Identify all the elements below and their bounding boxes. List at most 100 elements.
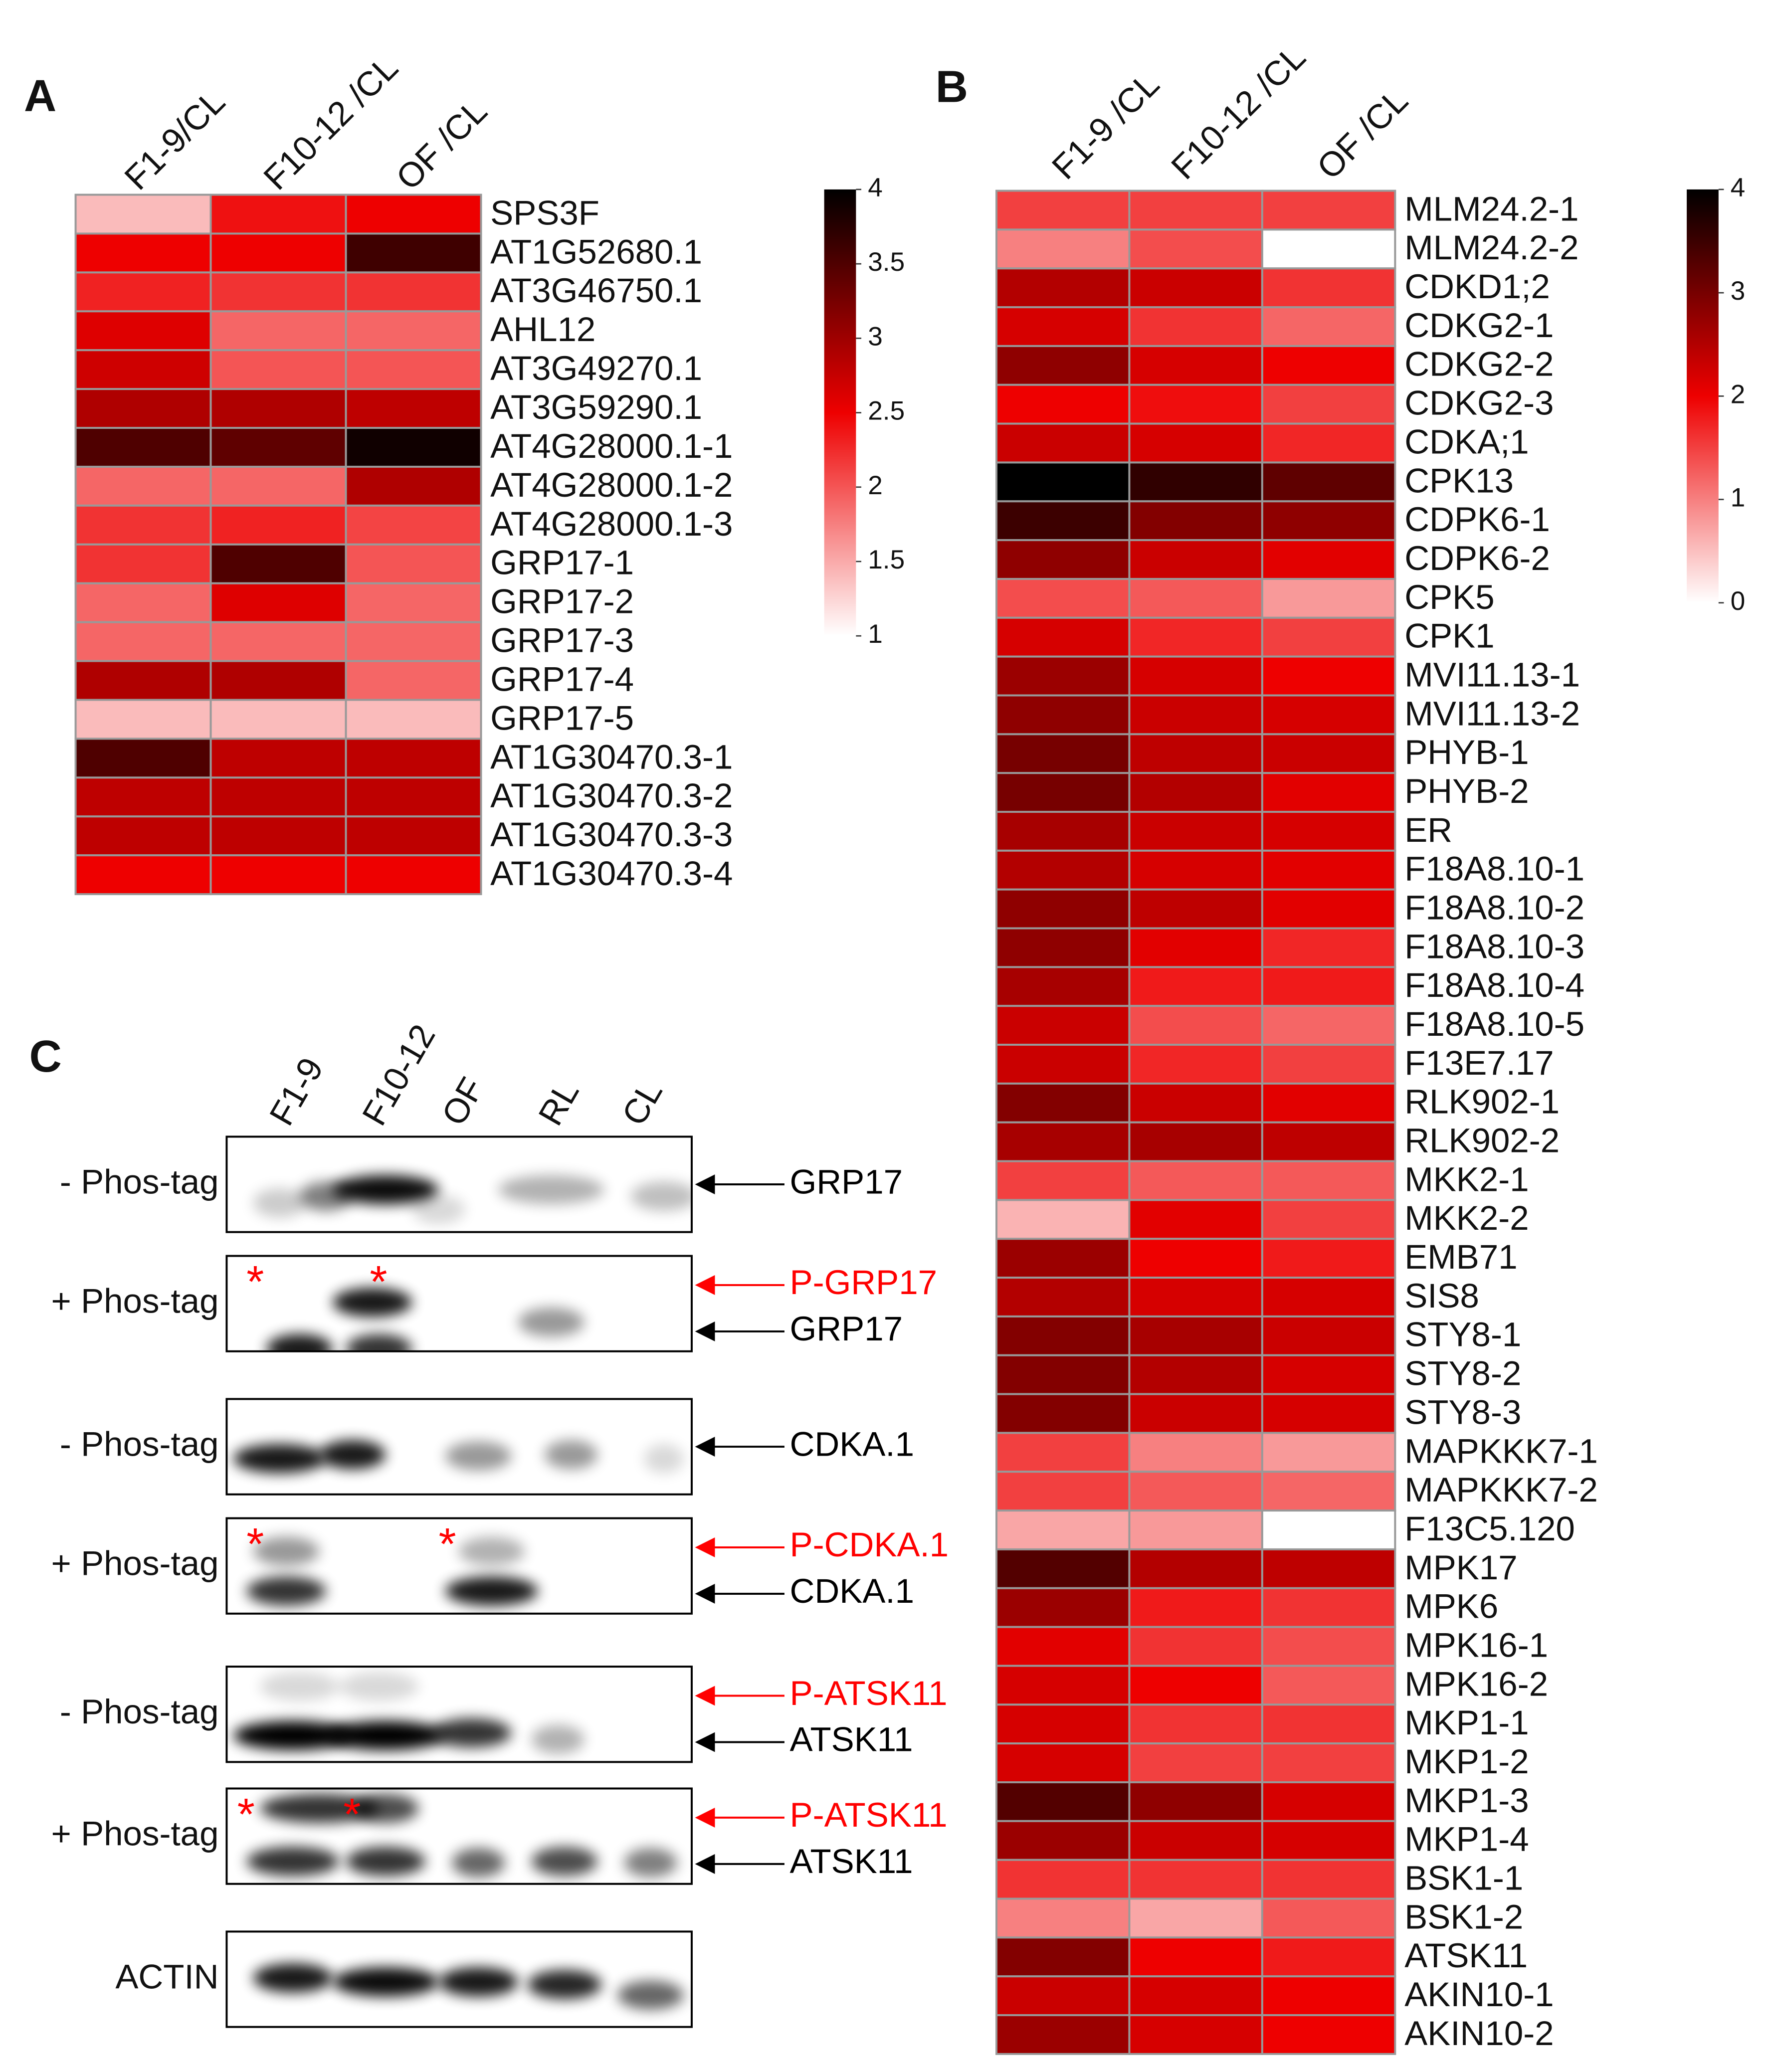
colorbar-tick-label: 3 (1731, 276, 1746, 306)
heatmap-cell (995, 1626, 1131, 1667)
row-label: CDKG2-2 (1404, 345, 1554, 383)
heatmap-cell (995, 1277, 1131, 1318)
lane-label: F10-12 (355, 1018, 443, 1132)
heatmap-cell (74, 349, 212, 390)
heatmap-cell (1261, 1626, 1396, 1667)
lane-label: F1-9 (262, 1051, 331, 1131)
band-label: CDKA.1 (790, 1571, 914, 1610)
heatmap-cell (74, 543, 212, 584)
panel-letter: B (936, 62, 968, 112)
heatmap-cell (209, 232, 347, 274)
heatmap-cell (995, 849, 1131, 891)
row-label: F18A8.10-5 (1404, 1004, 1584, 1043)
blot-row-label: - Phos-tag (60, 1162, 219, 1201)
heatmap-cell (1128, 1936, 1263, 1978)
heatmap-cell (1261, 1432, 1396, 1473)
heatmap-cell (345, 388, 482, 429)
heatmap-cell (1261, 1393, 1396, 1434)
blot-bands (253, 1175, 692, 1224)
colorbar-tick-label: 0 (1731, 586, 1746, 616)
column-label: F10-12 /CL (256, 48, 405, 197)
heatmap-cell (209, 465, 347, 507)
heatmap-cell (1261, 267, 1396, 309)
panel-letter: A (24, 71, 56, 121)
heatmap-cell (1128, 1354, 1263, 1395)
row-label: GRP17-5 (490, 698, 634, 737)
heatmap-cell (995, 267, 1131, 309)
row-label: ATSK11 (1404, 1936, 1528, 1975)
row-label: AT3G59290.1 (490, 387, 702, 426)
blot-frame (225, 1787, 693, 1885)
heatmap-cell (1128, 733, 1263, 774)
colorbar-tick-label: 2 (868, 471, 883, 500)
colorbar-tick-label: 4 (1731, 173, 1746, 202)
phospho-star: * (246, 1519, 264, 1569)
heatmap-cell (995, 422, 1131, 464)
band (438, 1967, 518, 1997)
heatmap-cell (209, 504, 347, 546)
blot-frame (225, 1255, 693, 1352)
row-label: AT1G30470.3-4 (490, 854, 733, 893)
band (266, 1334, 333, 1351)
heatmap-cell (995, 1432, 1131, 1473)
heatmap-cell (1261, 694, 1396, 736)
heatmap-cell (1128, 1315, 1263, 1356)
heatmap-cell (1128, 228, 1263, 270)
heatmap-cell (209, 699, 347, 740)
heatmap-cell (995, 577, 1131, 619)
blot-bands (233, 1672, 585, 1754)
band (531, 1847, 598, 1876)
heatmap-cell (1128, 888, 1263, 930)
heatmap-cell (345, 427, 482, 468)
heatmap-cell (995, 1005, 1131, 1046)
heatmap-cell (995, 1975, 1131, 2017)
heatmap-cell (74, 193, 212, 235)
phospho-star: * (343, 1789, 361, 1840)
heatmap-cell (1261, 1975, 1396, 2017)
heatmap-cell (1128, 966, 1263, 1007)
heatmap-cell (1128, 1859, 1263, 1900)
band (253, 1188, 306, 1218)
heatmap-cell (345, 776, 482, 818)
row-label: CDKG2-1 (1404, 306, 1554, 345)
band (233, 1444, 326, 1474)
heatmap-cell (995, 1820, 1131, 1861)
row-label: MKK2-1 (1404, 1159, 1529, 1198)
heatmap-cell (1261, 1665, 1396, 1706)
heatmap-cell (995, 1936, 1131, 1978)
blot-row-label: + Phos-tag (51, 1814, 219, 1853)
heatmap-cell (1261, 1199, 1396, 1240)
row-label: EMB71 (1404, 1237, 1517, 1276)
blot-bands (246, 1794, 677, 1878)
row-label: AT3G49270.1 (490, 349, 702, 387)
heatmap-cell (1128, 422, 1263, 464)
heatmap-cell (345, 699, 482, 740)
heatmap-cell (995, 306, 1131, 347)
colorbar (1687, 189, 1719, 603)
heatmap-cell (995, 655, 1131, 697)
blot-frame (225, 1930, 693, 2028)
row-label: MAPKKK7-1 (1404, 1431, 1598, 1470)
heatmap-cell (1128, 1509, 1263, 1550)
heatmap-cell (995, 733, 1131, 774)
heatmap-cell (995, 1548, 1131, 1589)
lane-label: CL (614, 1074, 670, 1131)
colorbar-tick-label: 3.5 (868, 247, 905, 277)
heatmap-cell (995, 1393, 1131, 1434)
heatmap-cell (995, 500, 1131, 542)
heatmap-cell (1261, 616, 1396, 658)
heatmap-cell (995, 1509, 1131, 1550)
heatmap-cell (995, 966, 1131, 1007)
heatmap-cell (1261, 1548, 1396, 1589)
heatmap-cell (1261, 1781, 1396, 1822)
band (531, 1724, 585, 1754)
row-label: AT4G28000.1-3 (490, 504, 733, 543)
row-label: CDPK6-1 (1404, 500, 1550, 539)
row-label: RLK902-2 (1404, 1121, 1560, 1160)
band-label: P-ATSK11 (790, 1795, 948, 1834)
row-label: AT1G30470.3-2 (490, 776, 733, 815)
heatmap-cell (1261, 1742, 1396, 1783)
heatmap-cell (74, 271, 212, 313)
row-label: AT4G28000.1-1 (490, 426, 733, 465)
heatmap-cell (345, 815, 482, 857)
